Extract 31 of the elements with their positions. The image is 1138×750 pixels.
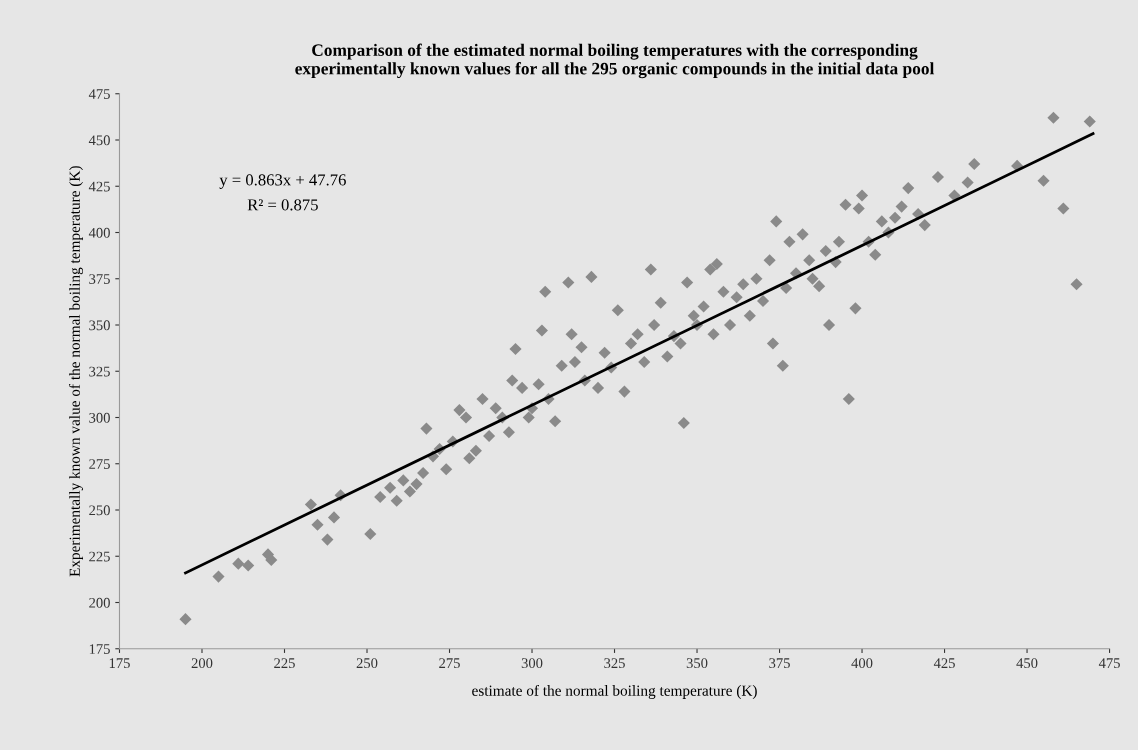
- y-tick-label: 450: [88, 135, 110, 146]
- chart-title: Comparison of the estimated normal boiling temperatures with the corresponding experimentally known values for all the 295 organic compounds in the initial data pool: [295, 43, 935, 79]
- x-tick-label: 250: [356, 658, 378, 669]
- x-tick-label: 425: [933, 658, 955, 669]
- x-tick-label: 450: [1016, 658, 1038, 669]
- x-tick-label: 325: [604, 658, 625, 669]
- x-tick-label: 375: [769, 658, 790, 669]
- y-tick-label: 300: [89, 412, 110, 423]
- x-tick-label: 400: [851, 658, 873, 669]
- x-tick-label: 175: [109, 658, 130, 669]
- y-tick-label: 225: [89, 551, 110, 562]
- y-tick-label: 425: [88, 181, 110, 192]
- x-tick-label: 200: [191, 658, 213, 669]
- x-tick-label: 475: [1098, 658, 1120, 669]
- y-axis-title: Experimentally known value of the normal boiling temperature (K): [68, 166, 84, 577]
- y-tick-label: 200: [89, 597, 110, 608]
- x-tick-label: 300: [521, 658, 543, 669]
- y-tick-label: 350: [89, 320, 110, 331]
- x-tick-label: 275: [439, 658, 460, 669]
- annotation: y = 0.863x + 47.76: [219, 174, 346, 189]
- y-tick-label: 175: [89, 644, 110, 654]
- y-tick-label: 400: [88, 227, 110, 238]
- y-tick-label: 250: [89, 505, 110, 516]
- x-tick-label: 225: [274, 658, 295, 669]
- x-tick-label: 350: [686, 658, 708, 669]
- y-tick-label: 375: [89, 274, 110, 284]
- y-tick-label: 475: [88, 89, 110, 99]
- y-tick-label: 275: [89, 459, 110, 469]
- annotation: R² = 0.875: [247, 199, 318, 211]
- x-axis-title: estimate of the normal boiling temperature (K): [472, 684, 757, 699]
- y-tick-label: 325: [89, 366, 110, 377]
